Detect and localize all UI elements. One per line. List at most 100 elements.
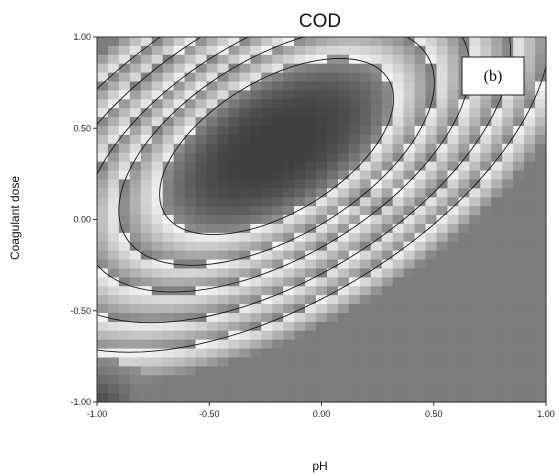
heatmap-cell [195,72,208,83]
heatmap-cell [447,99,459,109]
heatmap-cell [392,72,405,83]
heatmap-cell [283,161,295,172]
heatmap-cell [272,81,284,92]
heatmap-cell [261,304,273,314]
heatmap-cell [524,259,536,270]
heatmap-cell [184,250,197,261]
heatmap-cell [140,348,153,359]
heatmap-cell [184,304,197,314]
heatmap-cell [359,384,372,394]
heatmap-cell [458,206,470,216]
heatmap-cell [370,63,383,74]
heatmap-cell [97,81,109,92]
heatmap-cell [162,90,175,100]
heatmap-cell [97,250,109,261]
heatmap-cell [184,348,197,359]
heatmap-cell [469,223,481,234]
heatmap-cell [228,286,240,296]
heatmap-cell [458,197,470,207]
heatmap-cell [436,126,449,136]
heatmap-cell [173,63,186,74]
heatmap-cell [206,90,219,100]
heatmap-cell [447,161,459,172]
heatmap-cell [250,304,262,314]
heatmap-cell [381,321,394,332]
heatmap-cell [326,295,339,305]
heatmap-cell [425,268,438,278]
heatmap-cell [447,339,459,350]
heatmap-cell [239,366,251,376]
heatmap-cell [294,348,306,359]
heatmap-cell [359,304,372,314]
heatmap-cell [272,134,284,145]
heatmap-cell [513,152,525,163]
heatmap-cell [392,99,405,109]
heatmap-cell [294,152,306,163]
heatmap-cell [272,277,284,287]
heatmap-cell [524,81,536,92]
heatmap-cell [239,143,251,154]
heatmap-cell [447,134,459,145]
heatmap-cell [228,179,240,189]
heatmap-cell [348,286,361,296]
heatmap-cell [458,250,470,261]
heatmap-cell [436,54,449,65]
heatmap-cell [337,348,350,359]
heatmap-cell [381,215,394,225]
heatmap-cell [491,384,503,394]
heatmap-cell [513,250,525,261]
heatmap-cell [469,99,481,109]
heatmap-cell [239,197,251,207]
heatmap-cell [294,321,306,332]
heatmap-cell [140,63,153,74]
heatmap-cell [195,321,208,332]
heatmap-cell [502,45,514,56]
heatmap-cell [535,393,547,403]
heatmap-cell [381,126,394,136]
heatmap-cell [228,268,240,278]
heatmap-cell [239,152,251,163]
heatmap-cell [239,63,251,74]
heatmap-cell [97,339,109,350]
heatmap-cell [436,206,449,216]
heatmap-cell [436,45,449,56]
heatmap-cell [535,223,547,234]
heatmap-cell [250,295,262,305]
heatmap-cell [118,63,131,74]
heatmap-cell [535,81,547,92]
heatmap-cell [195,268,208,278]
heatmap-cell [140,259,153,270]
heatmap-cell [129,286,142,296]
heatmap-cell [447,143,459,154]
heatmap-cell [469,152,481,163]
heatmap-cell [250,366,262,376]
heatmap-cell [283,295,295,305]
heatmap-cell [140,223,153,234]
heatmap-cell [195,126,208,136]
heatmap-cell [217,215,230,225]
heatmap-cell [535,197,547,207]
heatmap-cell [337,277,350,287]
heatmap-cell [140,72,153,83]
heatmap-cell [294,241,306,252]
heatmap-cell [195,99,208,109]
heatmap-cell [502,117,514,127]
heatmap-cell [370,277,383,287]
y-axis-label: Coagulant dose [8,176,22,260]
heatmap-cell [151,37,164,47]
heatmap-cell [206,241,219,252]
heatmap-cell [414,259,427,270]
heatmap-cell [392,357,405,367]
heatmap-cell [359,197,372,207]
heatmap-cell [217,152,230,163]
heatmap-cell [184,268,197,278]
heatmap-cell [337,90,350,100]
heatmap-cell [337,179,350,189]
heatmap-cell [392,312,405,323]
heatmap-cell [469,134,481,145]
heatmap-cell [283,304,295,314]
heatmap-cell [370,348,383,359]
heatmap-cell [316,232,328,243]
heatmap-cell [480,170,492,181]
heatmap-cell [513,348,525,359]
